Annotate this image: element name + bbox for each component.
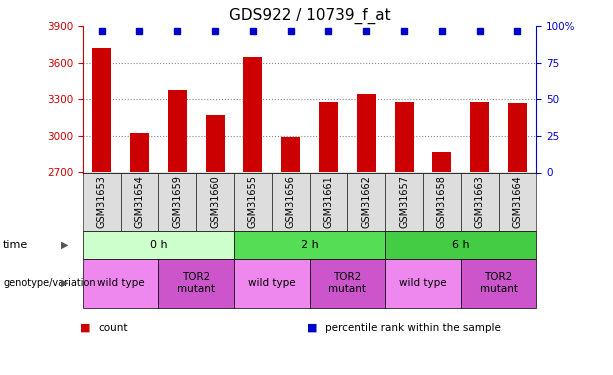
Text: GSM31659: GSM31659 [172, 175, 182, 228]
Text: GSM31655: GSM31655 [248, 175, 258, 228]
Bar [92, 48, 111, 172]
Text: genotype/variation: genotype/variation [3, 278, 96, 288]
Bar [281, 137, 300, 172]
Text: GSM31657: GSM31657 [399, 175, 409, 228]
Text: GSM31663: GSM31663 [474, 175, 485, 228]
Text: GSM31656: GSM31656 [286, 175, 295, 228]
Bar [319, 102, 338, 172]
Text: wild type: wild type [97, 278, 145, 288]
Text: time: time [3, 240, 28, 250]
Bar [205, 115, 224, 172]
Text: GSM31662: GSM31662 [361, 175, 371, 228]
Text: count: count [98, 323, 128, 333]
Text: wild type: wild type [399, 278, 447, 288]
Text: ▶: ▶ [61, 278, 68, 288]
Text: ■: ■ [306, 323, 317, 333]
Bar [432, 152, 451, 172]
Text: ■: ■ [80, 323, 90, 333]
Text: 2 h: 2 h [301, 240, 318, 250]
Text: TOR2
mutant: TOR2 mutant [329, 272, 367, 294]
Text: TOR2
mutant: TOR2 mutant [177, 272, 215, 294]
Bar [395, 102, 414, 172]
Text: GSM31654: GSM31654 [134, 175, 145, 228]
Bar [130, 134, 149, 172]
Bar [357, 94, 376, 172]
Bar [508, 103, 527, 172]
Text: GSM31658: GSM31658 [437, 175, 447, 228]
Text: GSM31660: GSM31660 [210, 175, 220, 228]
Title: GDS922 / 10739_f_at: GDS922 / 10739_f_at [229, 7, 390, 24]
Text: TOR2
mutant: TOR2 mutant [479, 272, 517, 294]
Bar [470, 102, 489, 172]
Text: GSM31653: GSM31653 [97, 175, 107, 228]
Text: 6 h: 6 h [452, 240, 470, 250]
Text: ▶: ▶ [61, 240, 68, 250]
Text: 0 h: 0 h [150, 240, 167, 250]
Text: wild type: wild type [248, 278, 295, 288]
Bar [168, 90, 187, 172]
Text: GSM31661: GSM31661 [324, 175, 333, 228]
Bar [243, 57, 262, 172]
Text: GSM31664: GSM31664 [512, 175, 522, 228]
Text: percentile rank within the sample: percentile rank within the sample [325, 323, 501, 333]
